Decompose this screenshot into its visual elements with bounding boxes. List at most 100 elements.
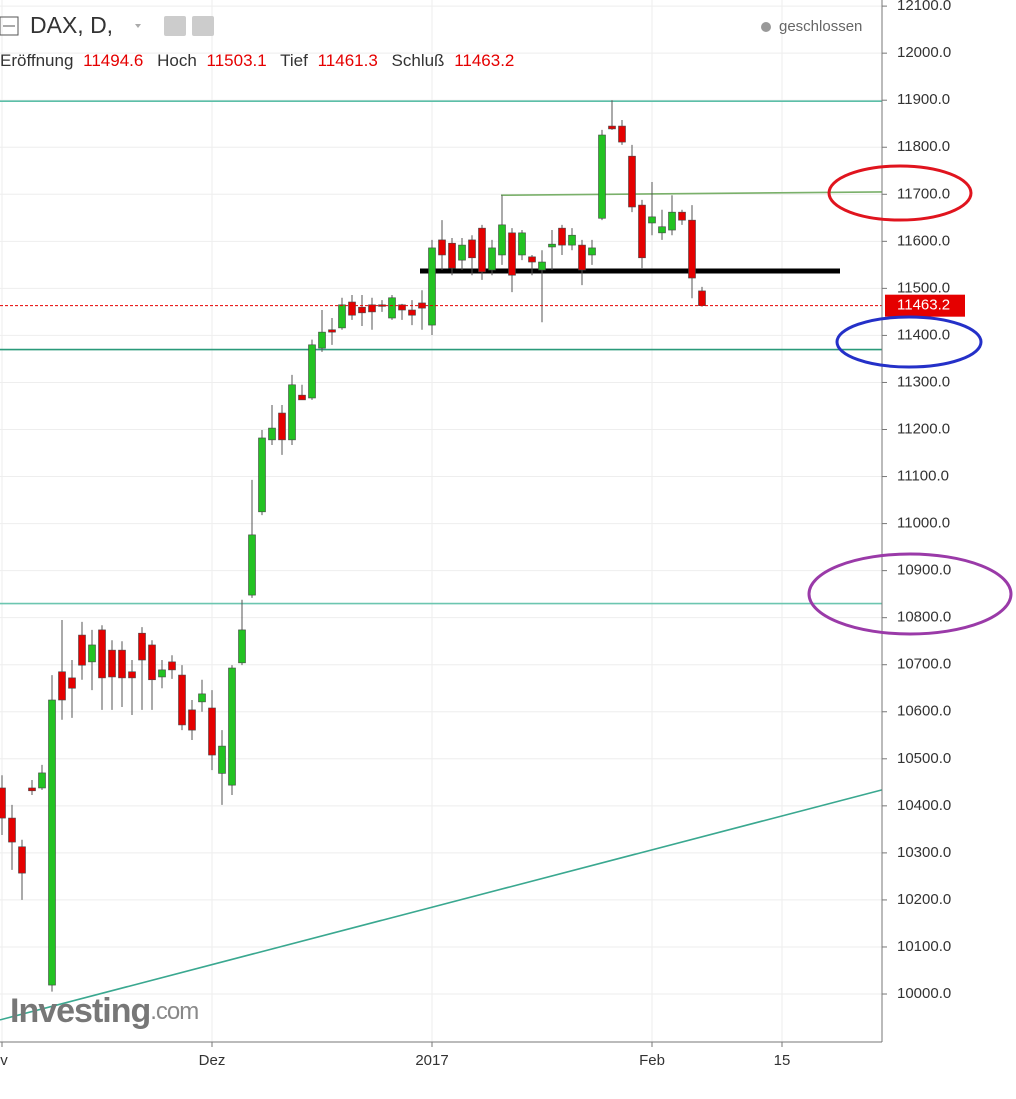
candle-body bbox=[228, 667, 236, 786]
candle-body bbox=[618, 125, 626, 143]
candle-body bbox=[248, 534, 256, 596]
logo: Investing.com bbox=[10, 992, 198, 1030]
dropdown-icon[interactable] bbox=[135, 24, 141, 28]
candle-body bbox=[448, 242, 456, 269]
candle-body bbox=[508, 232, 516, 276]
candle-body bbox=[578, 244, 586, 271]
candle-body bbox=[428, 247, 436, 326]
candle-body bbox=[488, 247, 496, 271]
candle-body bbox=[88, 644, 96, 663]
y-tick-label: 11900.0 bbox=[897, 91, 950, 108]
annotation-ellipse bbox=[835, 315, 983, 369]
candle-body bbox=[438, 239, 446, 256]
candle-body bbox=[188, 709, 196, 731]
candle-body bbox=[268, 427, 276, 441]
candle-body bbox=[518, 232, 526, 256]
y-tick-label: 12000.0 bbox=[897, 44, 951, 61]
ohlc-label: Eröffnung bbox=[0, 51, 73, 70]
candle-body bbox=[538, 261, 546, 271]
annotation-ellipse bbox=[807, 552, 1013, 636]
candle-body bbox=[218, 745, 226, 774]
candle-body bbox=[0, 787, 6, 819]
collapse-icon[interactable] bbox=[0, 16, 19, 36]
x-tick-label: v bbox=[0, 1052, 8, 1069]
candle-body bbox=[548, 243, 556, 248]
y-tick-label: 10100.0 bbox=[897, 938, 951, 955]
settings-icon[interactable] bbox=[192, 16, 214, 36]
y-tick-label: 12100.0 bbox=[897, 0, 951, 14]
candle-body bbox=[178, 674, 186, 726]
candle-body bbox=[628, 155, 636, 208]
candle-body bbox=[198, 693, 206, 703]
candle-body bbox=[698, 290, 706, 306]
drawing-line bbox=[0, 789, 883, 1021]
y-tick-label: 11600.0 bbox=[897, 232, 950, 249]
candle-body bbox=[398, 304, 406, 311]
candle-body bbox=[58, 671, 66, 701]
x-tick-label: Feb bbox=[639, 1052, 665, 1069]
candle-body bbox=[118, 649, 126, 679]
candle-body bbox=[528, 256, 536, 263]
candle-body bbox=[668, 211, 676, 231]
price-label: 11463.2 bbox=[897, 297, 950, 314]
candle-body bbox=[128, 671, 136, 679]
candle-body bbox=[148, 644, 156, 681]
candle-body bbox=[408, 309, 416, 316]
x-tick-label: Dez bbox=[199, 1052, 226, 1069]
candle-body bbox=[608, 125, 616, 130]
logo-main: Investing bbox=[10, 992, 150, 1030]
y-tick-label: 10000.0 bbox=[897, 985, 951, 1002]
grid bbox=[0, 0, 882, 1042]
y-tick-label: 11200.0 bbox=[897, 420, 950, 437]
candle-body bbox=[558, 227, 566, 246]
y-tick-label: 10800.0 bbox=[897, 609, 951, 626]
status: geschlossen bbox=[779, 18, 862, 35]
candle-body bbox=[98, 629, 106, 679]
y-tick-label: 11100.0 bbox=[897, 468, 949, 485]
price-label-box bbox=[885, 294, 965, 317]
y-tick-label: 10200.0 bbox=[897, 891, 951, 908]
candle-body bbox=[478, 227, 486, 273]
candle-body bbox=[498, 224, 506, 256]
ohlc-label: Tief bbox=[280, 51, 308, 70]
candle-body bbox=[238, 629, 246, 664]
candle-body bbox=[8, 817, 16, 843]
candle-body bbox=[598, 134, 606, 219]
candle-body bbox=[78, 634, 86, 666]
candle-body bbox=[568, 234, 576, 246]
candle-body bbox=[258, 437, 266, 513]
candle-body bbox=[298, 394, 306, 401]
eye-icon[interactable] bbox=[164, 16, 186, 36]
y-tick-label: 10600.0 bbox=[897, 703, 951, 720]
ohlc-value: 11461.3 bbox=[318, 51, 378, 70]
candle-body bbox=[18, 846, 26, 874]
candle-body bbox=[48, 699, 56, 986]
candle-body bbox=[328, 329, 336, 333]
ohlc-value: 11494.6 bbox=[83, 51, 143, 70]
ohlc-label: Hoch bbox=[157, 51, 197, 70]
candle-body bbox=[38, 772, 46, 789]
x-tick-label: 15 bbox=[774, 1052, 791, 1069]
y-tick-label: 11500.0 bbox=[897, 279, 950, 296]
y-tick-label: 11300.0 bbox=[897, 373, 950, 390]
candle-body bbox=[278, 412, 286, 441]
annotation-ellipse bbox=[827, 164, 973, 222]
candle-body bbox=[648, 216, 656, 224]
chart-title: DAX, D, bbox=[30, 12, 113, 38]
candle-body bbox=[588, 247, 596, 256]
candle-body bbox=[288, 384, 296, 441]
y-tick-label: 11700.0 bbox=[897, 185, 950, 202]
y-tick-label: 10500.0 bbox=[897, 750, 951, 767]
ohlc-line: Eröffnung 11494.6 Hoch 11503.1 Tief 1146… bbox=[0, 51, 514, 70]
candle-body bbox=[138, 632, 146, 661]
candles bbox=[0, 100, 882, 992]
candle-body bbox=[458, 244, 466, 261]
logo-suffix: .com bbox=[150, 998, 198, 1025]
axes: 10000.0 10100.0 10200.0 10300.0 10400.0 10500… bbox=[0, 0, 965, 1069]
candle-body bbox=[688, 219, 696, 279]
candle-body bbox=[318, 331, 326, 349]
candle-body bbox=[358, 306, 366, 314]
